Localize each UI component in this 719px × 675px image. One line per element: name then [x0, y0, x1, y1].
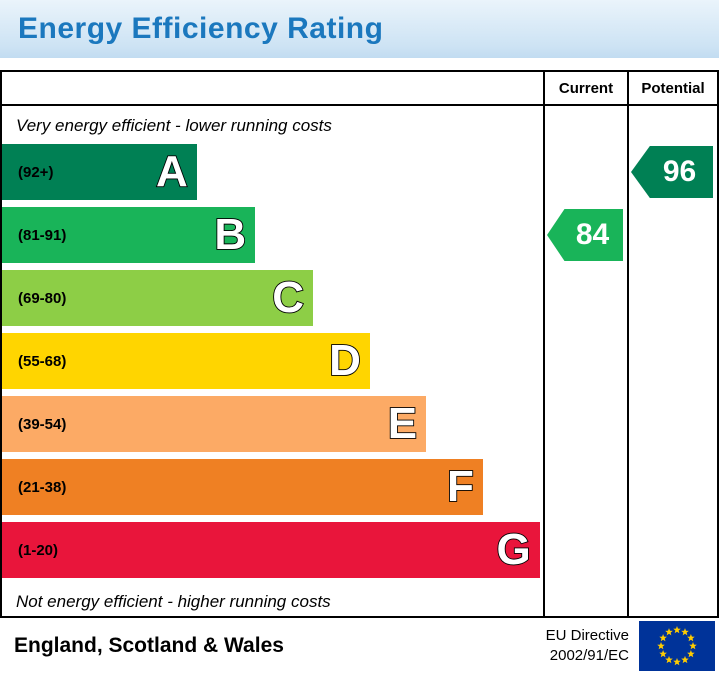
- band-row-g: (1-20) G: [2, 522, 543, 585]
- band-g-range: (1-20): [18, 541, 59, 559]
- band-row-f: (21-38) F: [2, 459, 543, 522]
- current-column-label: Current: [558, 79, 614, 97]
- chart-body: Very energy efficient - lower running co…: [2, 106, 717, 616]
- band-c-range: (69-80): [18, 289, 67, 307]
- current-column: 84: [543, 106, 627, 616]
- footer: England, Scotland & Wales EU Directive 2…: [0, 618, 719, 673]
- band-c-letter: C: [271, 273, 305, 322]
- band-d-letter: D: [328, 336, 362, 385]
- bands-area: Very energy efficient - lower running co…: [2, 106, 543, 616]
- band-row-c: (69-80) C: [2, 270, 543, 333]
- band-f-range: (21-38): [18, 478, 67, 496]
- eu-directive-text: EU Directive 2002/91/EC: [546, 626, 629, 665]
- band-row-a: (92+) A: [2, 144, 543, 207]
- current-rating-arrow: 84: [547, 209, 623, 261]
- band-row-d: (55-68) D: [2, 333, 543, 396]
- chart-header: Current Potential: [2, 72, 717, 106]
- current-rating-value: 84: [575, 218, 610, 251]
- band-a-range: (92+): [18, 163, 54, 181]
- potential-column: 96: [627, 106, 717, 616]
- band-b: (81-91) B: [2, 207, 256, 263]
- header-spacer: [2, 72, 543, 104]
- band-b-range: (81-91): [18, 226, 67, 244]
- band-e-range: (39-54): [18, 415, 67, 433]
- potential-rating-arrow: 96: [631, 146, 713, 198]
- band-a-letter: A: [155, 147, 189, 196]
- current-column-header: Current: [543, 72, 627, 104]
- band-e: (39-54) E: [2, 396, 427, 452]
- band-d-range: (55-68): [18, 352, 67, 370]
- band-row-e: (39-54) E: [2, 396, 543, 459]
- band-row-b: (81-91) B: [2, 207, 543, 270]
- band-a: (92+) A: [2, 144, 197, 200]
- band-f-letter: F: [446, 462, 475, 511]
- potential-column-label: Potential: [641, 79, 705, 97]
- eu-directive-line1: EU Directive: [545, 627, 629, 644]
- band-d: (55-68) D: [2, 333, 370, 389]
- page-title: Energy Efficiency Rating: [18, 12, 384, 45]
- band-e-letter: E: [387, 399, 418, 448]
- band-b-letter: B: [214, 210, 248, 259]
- potential-column-header: Potential: [627, 72, 717, 104]
- band-g: (1-20) G: [2, 522, 540, 578]
- potential-rating-value: 96: [662, 155, 697, 188]
- eu-directive-line2: 2002/91/EC: [549, 646, 629, 664]
- note-top: Very energy efficient - lower running co…: [16, 116, 332, 135]
- band-c: (69-80) C: [2, 270, 314, 326]
- band-g-letter: G: [496, 525, 532, 574]
- footer-region-label: England, Scotland & Wales: [14, 633, 284, 657]
- band-f: (21-38) F: [2, 459, 483, 515]
- note-bottom: Not energy efficient - higher running co…: [16, 592, 331, 611]
- energy-efficiency-chart: Current Potential Very energy efficient …: [0, 70, 719, 618]
- eu-flag: [639, 620, 715, 671]
- title-bar: Energy Efficiency Rating: [0, 0, 719, 58]
